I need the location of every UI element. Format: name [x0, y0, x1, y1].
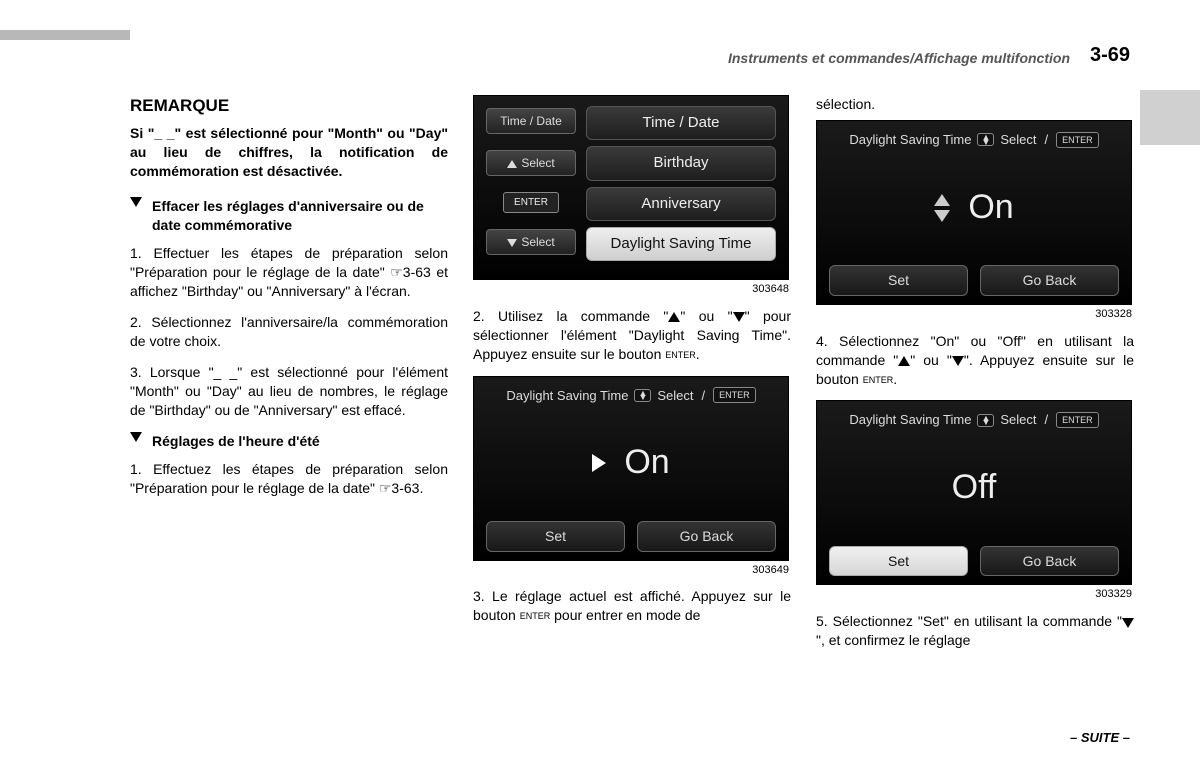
enter-label-icon: ENTER [1056, 132, 1099, 148]
screen-time-date-menu: Time / Date Select ENTER Select Time / D… [473, 95, 789, 280]
header-section: Instruments et commandes/Affichage multi… [728, 50, 1070, 66]
menu-item-dst-selected[interactable]: Daylight Saving Time [586, 227, 776, 261]
dst-value-on: On [968, 185, 1013, 231]
dst-title-text: Daylight Saving Time [849, 131, 971, 149]
text-frag: 2. Utilisez la commande " [473, 308, 668, 324]
remarque-title: REMARQUE [130, 95, 448, 118]
menu-item-anniversary[interactable]: Anniversary [586, 187, 776, 221]
triangle-down-icon [952, 356, 964, 366]
select-down-label: Select [521, 235, 554, 249]
select-up-label: Select [521, 156, 554, 170]
figure-code-4: 303329 [816, 587, 1132, 602]
select-up-pill: Select [486, 150, 576, 176]
up-down-arrows [934, 194, 950, 222]
menu-item-time-date[interactable]: Time / Date [586, 106, 776, 140]
updown-icon: ▲▼ [977, 133, 994, 146]
go-back-button[interactable]: Go Back [980, 546, 1119, 577]
column-3: sélection. Daylight Saving Time ▲▼ Selec… [816, 95, 1134, 662]
menu-item-birthday[interactable]: Birthday [586, 146, 776, 180]
text-frag: " ou " [680, 308, 732, 324]
go-back-button[interactable]: Go Back [637, 521, 776, 552]
dst-title-select: Select [1000, 411, 1036, 429]
figure-dst-on-arrows: Daylight Saving Time ▲▼ Select / ENTER O… [816, 120, 1134, 322]
dst-value-off: Off [952, 465, 997, 511]
triangle-down-icon [507, 239, 517, 247]
page-number: 3-69 [1090, 44, 1130, 67]
dst-step-4: 4. Sélectionnez "On" ou "Off" en utilisa… [816, 332, 1134, 389]
footer-continue: – SUITE – [1070, 730, 1130, 745]
text-frag: 5. Sélectionnez "Set" en utilisant la co… [816, 613, 1122, 629]
figure-code-3: 303328 [816, 307, 1132, 322]
triangle-down-icon [733, 312, 745, 322]
column-2: Time / Date Select ENTER Select Time / D… [473, 95, 791, 662]
figure-dst-on-cursor: Daylight Saving Time ▲▼ Select / ENTER O… [473, 376, 791, 578]
triangle-up-icon [668, 312, 680, 322]
subheading-dst-label: Réglages de l'heure d'été [152, 432, 320, 451]
remarque-body: Si "_ _" est sélectionné pour "Month" ou… [130, 124, 448, 181]
top-gray-bar [0, 30, 130, 40]
enter-label-icon: ENTER [713, 387, 756, 403]
figure-menu: Time / Date Select ENTER Select Time / D… [473, 95, 791, 297]
column-1: REMARQUE Si "_ _" est sélectionné pour "… [130, 95, 448, 662]
cursor-play-icon [592, 454, 606, 472]
dst-title-select: Select [657, 387, 693, 405]
step-2-select: 2. Sélectionnez l'anniversaire/la commém… [130, 313, 448, 351]
cont-selection: sélection. [816, 95, 1134, 114]
subheading-erase-settings: Effacer les réglages d'anniversaire ou d… [130, 197, 448, 235]
screen-dst-on-cursor: Daylight Saving Time ▲▼ Select / ENTER O… [473, 376, 789, 561]
triangle-up-icon [507, 160, 517, 168]
triangle-down-icon [130, 432, 142, 442]
text-frag: pour entrer en mode de [550, 607, 700, 623]
triangle-down-icon [1122, 618, 1134, 628]
select-down-pill: Select [486, 229, 576, 255]
step-3-erase: 3. Lorsque "_ _" est sélectionné pour l'… [130, 363, 448, 420]
triangle-down-icon [934, 210, 950, 222]
screen-dst-on-arrows: Daylight Saving Time ▲▼ Select / ENTER O… [816, 120, 1132, 305]
set-button-selected[interactable]: Set [829, 546, 968, 577]
dst-step-2: 2. Utilisez la commande "" ou "" pour sé… [473, 307, 791, 364]
dst-step-3: 3. Le réglage actuel est affiché. Appuye… [473, 587, 791, 625]
step-1-prepare: 1. Effectuer les étapes de préparation s… [130, 244, 448, 301]
figure-code-2: 303649 [473, 563, 789, 578]
enter-inline-icon: ENTER [665, 350, 696, 360]
updown-icon: ▲▼ [634, 389, 651, 402]
dst-title-text: Daylight Saving Time [506, 387, 628, 405]
figure-code-1: 303648 [473, 282, 789, 297]
dst-title-text: Daylight Saving Time [849, 411, 971, 429]
enter-label-icon: ENTER [1056, 412, 1099, 428]
text-frag: " ou " [910, 352, 952, 368]
triangle-up-icon [934, 194, 950, 206]
text-frag: ", et confirmez le réglage [816, 632, 970, 648]
set-button[interactable]: Set [486, 521, 625, 552]
updown-icon: ▲▼ [977, 414, 994, 427]
enter-inline-icon: ENTER [863, 375, 894, 385]
text-frag: . [696, 346, 700, 362]
screen-dst-off-set: Daylight Saving Time ▲▼ Select / ENTER O… [816, 400, 1132, 585]
go-back-button[interactable]: Go Back [980, 265, 1119, 296]
enter-box: ENTER [503, 192, 559, 214]
text-frag: . [893, 371, 897, 387]
enter-inline-icon: ENTER [520, 611, 551, 621]
dst-step-1: 1. Effectuez les étapes de préparation s… [130, 460, 448, 498]
content-columns: REMARQUE Si "_ _" est sélectionné pour "… [130, 95, 1135, 662]
dst-value-on: On [624, 440, 669, 486]
subheading-dst: Réglages de l'heure d'été [130, 432, 448, 451]
figure-dst-off-set: Daylight Saving Time ▲▼ Select / ENTER O… [816, 400, 1134, 602]
subheading-erase-label: Effacer les réglages d'anniversaire ou d… [152, 197, 448, 235]
set-button[interactable]: Set [829, 265, 968, 296]
dst-title-select: Select [1000, 131, 1036, 149]
left-title-pill: Time / Date [486, 108, 576, 134]
triangle-up-icon [898, 356, 910, 366]
side-tab [1140, 90, 1200, 145]
triangle-down-icon [130, 197, 142, 207]
dst-step-5: 5. Sélectionnez "Set" en utilisant la co… [816, 612, 1134, 650]
